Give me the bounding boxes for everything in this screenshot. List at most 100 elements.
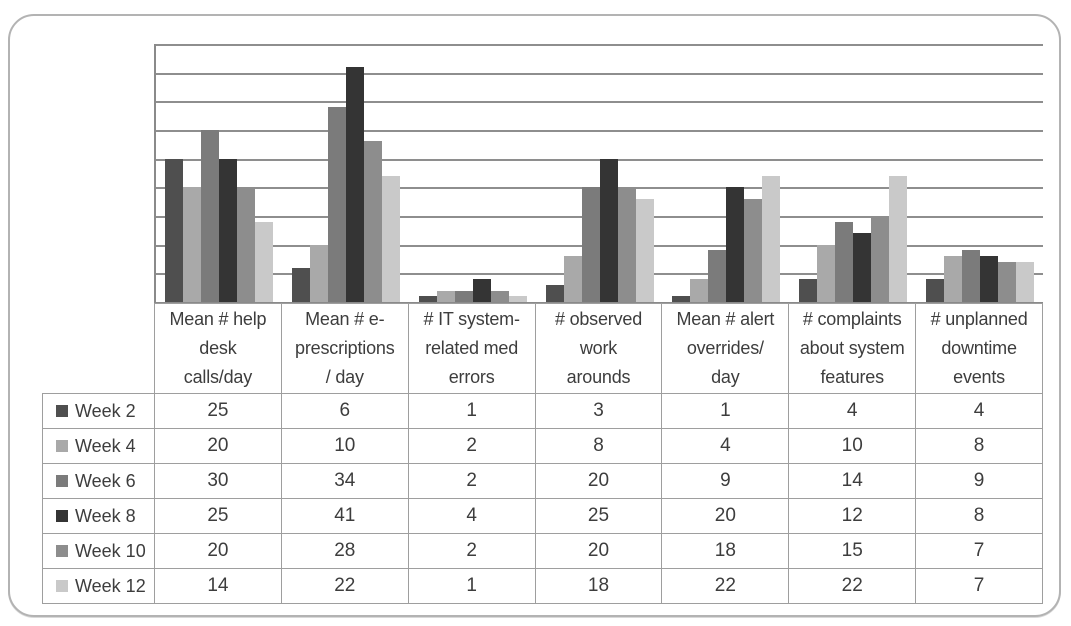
table-header-cell-1: Mean # help desk calls/day	[154, 303, 282, 394]
table-cell-week-10-col5: 18	[661, 533, 790, 569]
table-cell-week-2-col7: 4	[915, 393, 1043, 429]
bar-week-2	[418, 296, 437, 302]
table-cell-week-6-col7: 9	[915, 463, 1043, 499]
series-name: Week 10	[75, 540, 146, 561]
table-cell-week-8-col5: 20	[661, 498, 790, 534]
bar-week-10	[617, 187, 636, 302]
table-cell-week-2-col2: 6	[280, 393, 409, 429]
legend-swatch	[56, 545, 68, 557]
series-label-week-2: Week 2	[42, 393, 155, 429]
table-header-cell-7: # unplanned downtime events	[915, 303, 1043, 394]
bar-week-2	[545, 284, 564, 302]
bar-group-6	[790, 44, 917, 302]
bar-group-3	[409, 44, 536, 302]
table-cell-week-6-col6: 14	[788, 463, 917, 499]
table-cell-week-4-col7: 8	[915, 428, 1043, 464]
bar-week-8	[472, 279, 491, 302]
bar-week-2	[672, 296, 691, 302]
table-header-cell-4: # observed work arounds	[534, 303, 663, 394]
series-label-week-6: Week 6	[42, 463, 155, 499]
table-cell-week-10-col2: 28	[280, 533, 409, 569]
table-header-cell-3: # IT system- related med errors	[407, 303, 536, 394]
table-cell-week-6-col3: 2	[407, 463, 536, 499]
bar-week-4	[563, 256, 582, 302]
grid-line-y45	[156, 44, 1043, 46]
legend-swatch	[56, 510, 68, 522]
table-cell-week-6-col4: 20	[534, 463, 663, 499]
table-cell-week-6-col2: 34	[280, 463, 409, 499]
series-name: Week 12	[75, 575, 146, 596]
bar-week-4	[690, 279, 709, 302]
bar-week-8	[346, 66, 365, 302]
bar-week-4	[183, 187, 202, 302]
bar-week-10	[870, 216, 889, 302]
table-cell-week-8-col6: 12	[788, 498, 917, 534]
bar-group-1	[156, 44, 283, 302]
table-header-cell-6: # complaints about system features	[788, 303, 917, 394]
bar-week-2	[925, 279, 944, 302]
grid-line-y40	[156, 72, 1043, 75]
bar-week-12	[382, 175, 401, 302]
table-cell-week-12-col6: 22	[788, 568, 917, 604]
series-name: Week 6	[75, 470, 136, 491]
table-cell-week-2-col3: 1	[407, 393, 536, 429]
table-cell-week-8-col4: 25	[534, 498, 663, 534]
legend-swatch	[56, 440, 68, 452]
table-cell-week-12-col4: 18	[534, 568, 663, 604]
table-cell-week-8-col1: 25	[154, 498, 282, 534]
bar-chart-plot	[154, 44, 1043, 304]
series-label-week-4: Week 4	[42, 428, 155, 464]
table-cell-week-4-col4: 8	[534, 428, 663, 464]
table-cell-week-8-col2: 41	[280, 498, 409, 534]
legend-swatch	[56, 405, 68, 417]
table-cell-week-6-col1: 30	[154, 463, 282, 499]
bar-week-12	[762, 175, 781, 302]
table-cell-week-10-col7: 7	[915, 533, 1043, 569]
bar-week-4	[310, 244, 329, 302]
bar-week-2	[798, 279, 817, 302]
bar-week-8	[726, 187, 745, 302]
table-corner-cell	[42, 303, 155, 394]
bar-week-6	[454, 290, 473, 302]
bar-week-10	[744, 198, 763, 302]
bar-week-6	[708, 250, 727, 302]
bar-week-12	[1015, 261, 1034, 302]
bar-week-2	[165, 158, 184, 302]
series-label-week-8: Week 8	[42, 498, 155, 534]
table-header-cell-2: Mean # e- prescriptions / day	[280, 303, 409, 394]
table-cell-week-12-col3: 1	[407, 568, 536, 604]
table-cell-week-4-col6: 10	[788, 428, 917, 464]
bar-week-10	[490, 290, 509, 302]
table-cell-week-12-col5: 22	[661, 568, 790, 604]
grid-line-y35	[156, 101, 1043, 104]
series-name: Week 8	[75, 505, 136, 526]
table-cell-week-12-col1: 14	[154, 568, 282, 604]
bar-group-4	[536, 44, 663, 302]
bar-week-6	[961, 250, 980, 302]
bar-week-10	[997, 261, 1016, 302]
bar-week-12	[635, 198, 654, 302]
bar-week-4	[436, 290, 455, 302]
bar-week-12	[508, 296, 527, 302]
table-header-cell-5: Mean # alert overrides/ day	[661, 303, 790, 394]
table-cell-week-4-col3: 2	[407, 428, 536, 464]
chart-frame: Mean # help desk calls/day Mean # e- pres…	[8, 14, 1061, 617]
bar-week-10	[237, 187, 256, 302]
table-cell-week-4-col2: 10	[280, 428, 409, 464]
bar-week-8	[979, 256, 998, 302]
table-cell-week-10-col4: 20	[534, 533, 663, 569]
grid-line-y30	[156, 130, 1043, 132]
series-name: Week 4	[75, 435, 136, 456]
bar-week-8	[852, 233, 871, 302]
bar-week-8	[599, 158, 618, 302]
series-label-week-10: Week 10	[42, 533, 155, 569]
legend-swatch	[56, 580, 68, 592]
bar-group-7	[916, 44, 1043, 302]
bar-week-4	[943, 256, 962, 302]
table-cell-week-10-col3: 2	[407, 533, 536, 569]
bar-week-6	[834, 221, 853, 302]
bar-week-6	[328, 107, 347, 302]
bar-week-12	[255, 221, 274, 302]
table-cell-week-12-col2: 22	[280, 568, 409, 604]
